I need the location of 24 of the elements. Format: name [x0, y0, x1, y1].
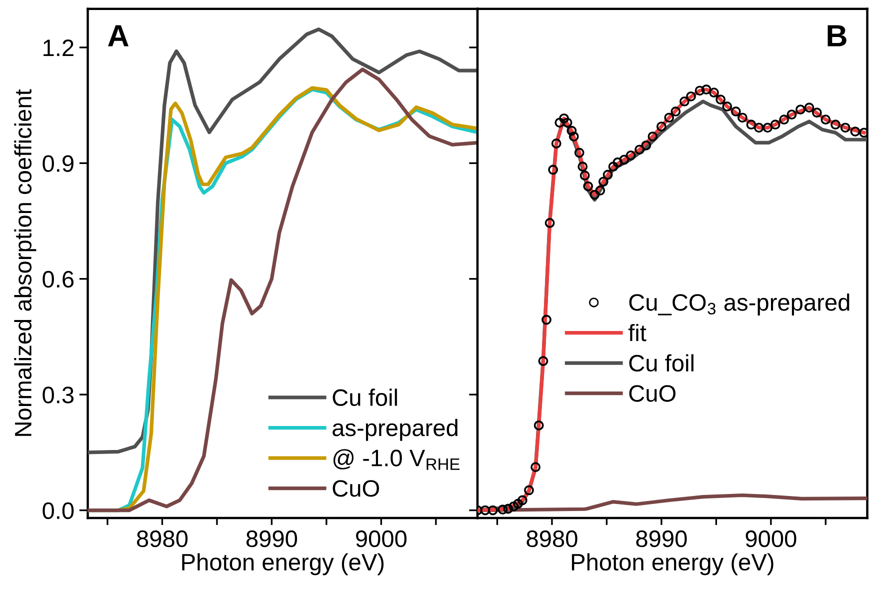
x-tick-label: 9000	[356, 530, 407, 548]
legend-label: as-prepared	[332, 418, 458, 441]
x-axis-title: Photon energy (eV)	[572, 553, 774, 576]
x-tick-label: 8990	[636, 530, 687, 548]
y-tick-label: 0.6	[42, 270, 74, 288]
legend-label: fit	[628, 324, 646, 342]
y-axis-title: Normalized absorption coefficient	[14, 89, 36, 436]
y-tick-label: 0.9	[42, 155, 74, 172]
x-tick-label: 8980	[526, 530, 578, 548]
legend-label: Cu foil	[629, 354, 694, 372]
legend-label: Cu_CO$_{3}$ as-prepared	[629, 293, 850, 316]
legend-label: Cu foil	[332, 388, 397, 406]
y-tick-label: 0.3	[42, 386, 74, 404]
y-tick-label: 0.0	[42, 502, 74, 520]
legend-label: @ -1.0 V$_{RHE}$	[333, 449, 460, 470]
annotation: A	[108, 25, 129, 46]
legend-label: CuO	[332, 480, 380, 497]
legend-label: CuO	[629, 385, 676, 402]
x-tick-label: 8980	[136, 530, 188, 548]
annotation: B	[828, 25, 846, 46]
y-tick-label: 1.2	[44, 40, 74, 56]
x-axis-title: Photon energy (eV)	[182, 553, 384, 576]
x-tick-label: 9000	[746, 530, 796, 548]
x-tick-label: 8990	[246, 530, 298, 548]
